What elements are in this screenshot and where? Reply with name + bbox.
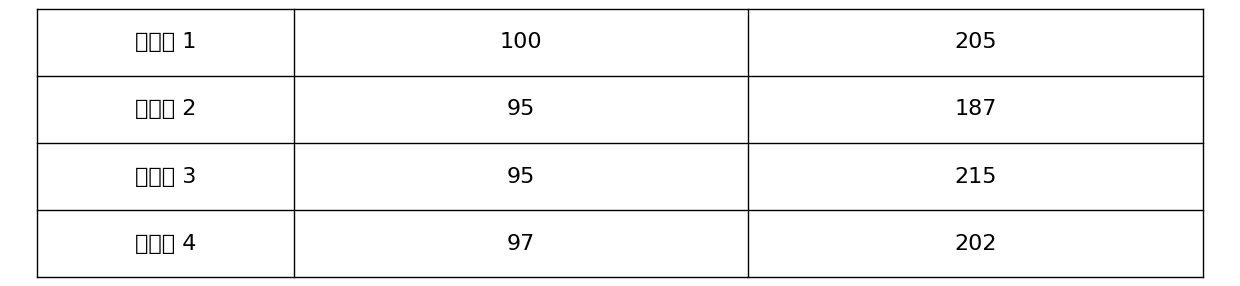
Text: 100: 100 — [500, 32, 542, 52]
Text: 97: 97 — [507, 234, 534, 254]
Text: 95: 95 — [507, 167, 536, 186]
Text: 205: 205 — [955, 32, 997, 52]
Text: 对比例 3: 对比例 3 — [135, 167, 196, 186]
Text: 对比例 2: 对比例 2 — [135, 100, 196, 119]
Text: 95: 95 — [507, 100, 536, 119]
Text: 对比例 1: 对比例 1 — [135, 32, 196, 52]
Text: 187: 187 — [955, 100, 997, 119]
Text: 215: 215 — [955, 167, 997, 186]
Text: 对比例 4: 对比例 4 — [135, 234, 196, 254]
Text: 202: 202 — [955, 234, 997, 254]
